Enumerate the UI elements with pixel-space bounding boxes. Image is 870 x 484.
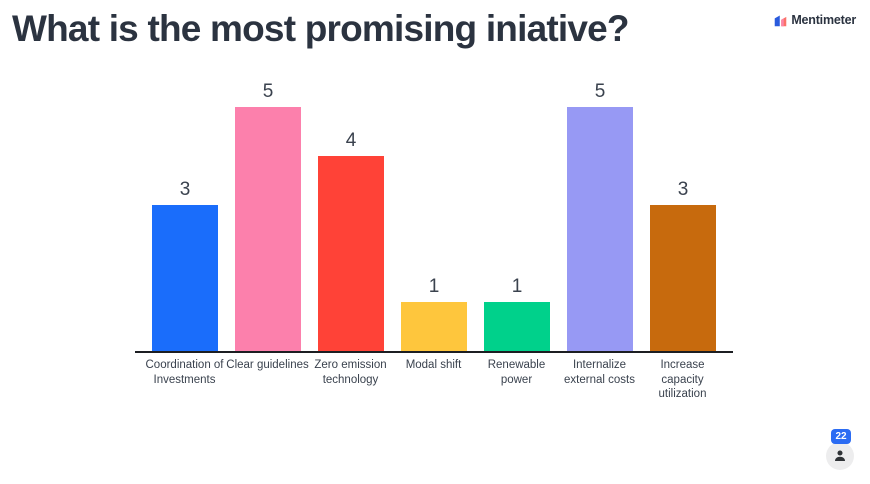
axis-label-coordination-of-investments: Coordination of Investments — [145, 359, 224, 386]
page-title: What is the most promising iniative? — [12, 8, 630, 49]
bar-increase-capacity-utilization — [650, 204, 716, 351]
bar-value-label: 1 — [428, 276, 440, 298]
mentimeter-logo-icon — [775, 14, 787, 26]
bar-column-internalize-external-costs: 5 — [567, 80, 633, 351]
bar-value-label: 5 — [594, 81, 606, 102]
x-axis-labels: Coordination of Investments Clear guideli… — [135, 358, 733, 402]
bar-value-label: 5 — [262, 81, 274, 102]
axis-label-clear-guidelines: Clear guidelines — [226, 359, 309, 371]
axis-label-renewable-power: Renewable power — [487, 359, 546, 386]
axis-label-internalize-external-costs: Internalize external costs — [564, 359, 635, 386]
bar-chart: 3 5 4 1 1 5 3 Coordination of Investments Clear… — [135, 79, 733, 402]
bar-renewable-power — [484, 302, 550, 351]
header: What is the most promising iniative? Men… — [0, 0, 870, 64]
axis-label-increase-capacity-utilization: Increase capacity utilization — [658, 359, 707, 400]
bar-column-coordination-of-investments: 3 — [152, 178, 218, 351]
bar-zero-emission-technology — [318, 155, 384, 351]
x-axis-line — [135, 351, 733, 353]
bar-modal-shift — [401, 302, 467, 351]
person-icon — [835, 450, 845, 461]
bar-column-renewable-power: 1 — [484, 275, 550, 351]
bar-internalize-external-costs — [567, 107, 633, 351]
bar-coordination-of-investments — [152, 204, 218, 351]
bar-column-zero-emission-technology: 4 — [318, 129, 384, 351]
bar-value-label: 3 — [677, 178, 689, 200]
participants-avatar[interactable] — [826, 442, 854, 470]
bar-column-modal-shift: 1 — [401, 275, 467, 351]
axis-label-modal-shift: Modal shift — [405, 359, 462, 371]
bar-column-clear-guidelines: 5 — [235, 80, 301, 351]
axis-label-zero-emission-technology: Zero emission technology — [314, 359, 387, 386]
bar-column-increase-capacity-utilization: 3 — [650, 178, 716, 351]
bar-value-label: 1 — [511, 276, 523, 298]
bar-clear-guidelines — [235, 107, 301, 351]
mentimeter-logo: Mentimeter — [774, 13, 856, 27]
participants-widget[interactable]: 22 — [823, 429, 857, 475]
bar-value-label: 3 — [179, 178, 191, 200]
participant-count-badge: 22 — [831, 429, 851, 444]
bar-value-label: 4 — [345, 129, 357, 151]
bars-row: 3 5 4 1 1 5 3 — [135, 79, 733, 351]
brand-name: Mentimeter — [791, 13, 856, 27]
